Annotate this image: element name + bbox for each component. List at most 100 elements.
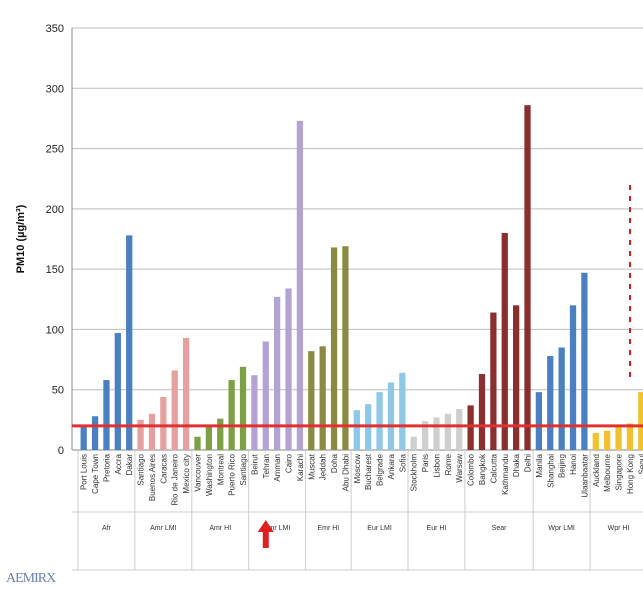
x-tick-label: Port Louis xyxy=(80,454,89,490)
bar xyxy=(103,380,110,450)
bar xyxy=(205,427,212,450)
y-tick-label: 200 xyxy=(46,204,64,216)
bar xyxy=(615,427,622,450)
bar xyxy=(342,246,349,450)
x-tick-label: Bucharest xyxy=(364,453,373,490)
x-tick-label: Ankara xyxy=(387,453,396,479)
x-tick-label: Buenos Aires xyxy=(148,454,157,501)
bar xyxy=(558,347,565,450)
x-tick-label: Karachi xyxy=(296,454,305,481)
group-label: Emr HI xyxy=(317,525,339,532)
bar xyxy=(490,312,497,450)
x-tick-label: Stockholm xyxy=(410,454,419,492)
y-tick-label: 100 xyxy=(46,324,64,336)
x-tick-label: Ulaanbaatar xyxy=(580,454,589,498)
bar xyxy=(581,272,588,450)
y-tick-label: 0 xyxy=(58,445,64,457)
bar xyxy=(433,417,440,450)
group-label: Emr LMI xyxy=(264,525,291,532)
bar xyxy=(535,392,543,450)
bar xyxy=(296,120,304,450)
x-tick-label: Caracas xyxy=(159,454,168,484)
bar xyxy=(148,413,156,450)
group-label: Afr xyxy=(102,525,112,532)
bar xyxy=(604,430,611,450)
bar xyxy=(114,333,121,450)
x-tick-label: Beirut xyxy=(250,453,259,475)
x-tick-label: Paris xyxy=(421,454,430,472)
bar xyxy=(228,380,235,450)
x-tick-label: Santiago xyxy=(137,453,146,485)
bar xyxy=(262,341,269,450)
bar xyxy=(399,372,406,450)
y-tick-label: 50 xyxy=(52,385,64,397)
x-tick-label: Cairo xyxy=(285,453,294,473)
bar xyxy=(217,418,224,450)
x-tick-label: Moscow xyxy=(353,454,362,484)
bar xyxy=(274,296,281,450)
x-tick-label: Colombo xyxy=(467,453,476,486)
group-label: Eur HI xyxy=(427,525,447,532)
group-label: Wpr LMI xyxy=(548,525,575,532)
x-tick-label: Warsaw xyxy=(455,454,464,483)
x-tick-label: Vancouver xyxy=(193,454,202,492)
bar xyxy=(410,436,417,450)
x-tick-label: Kathmandu xyxy=(501,454,510,495)
bar xyxy=(137,419,144,450)
bar xyxy=(569,305,577,450)
group-label: Sear xyxy=(492,525,507,532)
x-tick-label: Sofia xyxy=(398,453,407,472)
bar xyxy=(421,421,429,450)
bar xyxy=(501,232,508,450)
bar xyxy=(91,416,99,450)
bar xyxy=(467,405,474,450)
group-label: Amr HI xyxy=(209,525,231,532)
x-tick-label: Dhaka xyxy=(512,453,521,477)
x-tick-label: Calcutta xyxy=(489,453,498,483)
bar xyxy=(182,337,190,450)
x-tick-label: Washington xyxy=(205,454,214,496)
bar xyxy=(592,433,599,450)
x-tick-label: Singapore xyxy=(615,453,624,490)
bar xyxy=(285,288,292,450)
bar xyxy=(239,366,247,450)
x-tick-label: Delhi xyxy=(524,454,533,472)
bar xyxy=(626,423,634,450)
x-tick-label: Jeddah xyxy=(319,454,328,480)
x-tick-label: Tehran xyxy=(262,454,271,478)
group-label: Eur LMI xyxy=(367,525,392,532)
x-tick-label: Puerto Rico xyxy=(228,453,237,495)
x-tick-label: Auckland xyxy=(592,454,601,487)
bar xyxy=(387,382,395,450)
bar xyxy=(330,247,338,450)
x-tick-label: Belgrade xyxy=(376,453,385,486)
x-tick-label: Manila xyxy=(535,453,544,477)
x-tick-label: Abu Dhabi xyxy=(341,454,350,492)
group-label: Amr LMI xyxy=(150,525,177,532)
group-label: Wpr HI xyxy=(608,525,630,532)
x-tick-label: Hanoi xyxy=(569,454,578,475)
bar xyxy=(524,105,531,450)
x-tick-label: Bangkok xyxy=(478,453,487,485)
y-axis-label: PM10 (µg/m³) xyxy=(15,204,27,273)
x-tick-label: Beijing xyxy=(558,454,567,478)
bar xyxy=(638,392,643,450)
bar xyxy=(308,351,315,450)
y-tick-label: 350 xyxy=(46,23,64,35)
y-tick-label: 300 xyxy=(46,83,64,95)
x-tick-label: Rome xyxy=(444,453,453,475)
bar xyxy=(171,370,178,450)
x-tick-label: Lisbon xyxy=(432,454,441,478)
bar xyxy=(319,346,326,450)
x-tick-label: Muscat xyxy=(307,453,316,480)
x-tick-label: Hong Kong xyxy=(626,454,635,494)
x-tick-label: Shanghai xyxy=(546,454,555,488)
bar xyxy=(353,410,360,450)
x-tick-label: Cape Town xyxy=(91,454,100,494)
y-tick-label: 250 xyxy=(46,144,64,156)
x-tick-label: Seoul xyxy=(637,454,643,475)
x-tick-label: Pretoria xyxy=(102,453,111,482)
x-tick-label: Dakar xyxy=(125,454,134,476)
bar xyxy=(456,409,463,450)
